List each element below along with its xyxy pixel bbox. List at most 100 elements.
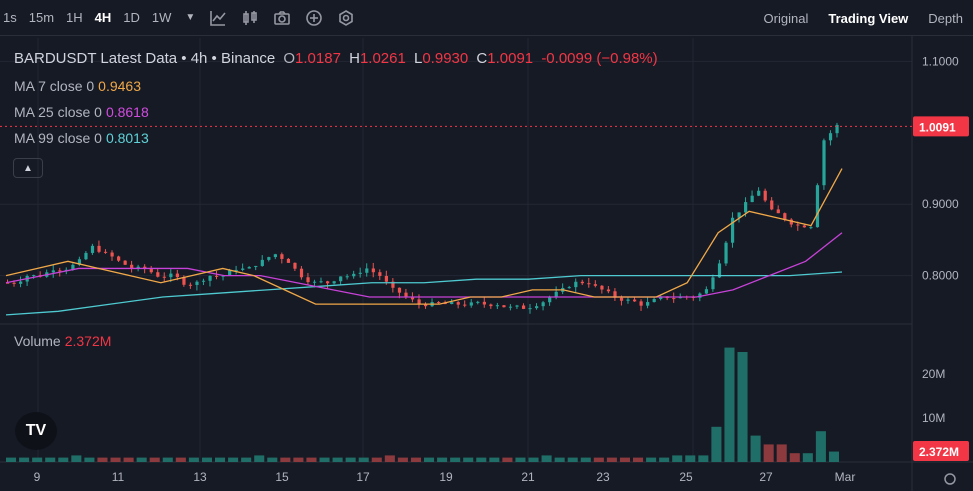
candle-body [724,242,728,264]
volume-bar [789,453,800,462]
candle-body [201,280,206,282]
timeframe-4h[interactable]: 4H [94,10,112,25]
candle-body [162,276,166,278]
candle-body [241,268,245,270]
ma7-legend: MA 7 close 0 0.9463 [14,78,145,94]
timeframe-1d[interactable]: 1D [123,10,140,25]
time-tick-label: 23 [596,470,610,484]
candle-body [332,281,336,284]
candle-body [299,268,304,278]
view-trading-view[interactable]: Trading View [828,10,909,26]
candle-body [521,305,526,309]
candle-body [234,269,238,271]
pair-title: BARDUSDT Latest Data • 4h • Binance [14,50,276,67]
time-tick-label: 17 [356,470,370,484]
timeframe-1w[interactable]: 1W [151,10,172,25]
volume-bar [541,455,552,462]
candle-body [130,264,134,269]
candle-body [221,275,225,277]
candles-icon[interactable] [237,5,263,31]
candle-body [195,281,199,285]
volume-bar [659,457,670,462]
price-tick-label: 1.1000 [922,54,959,68]
ma25-label: MA 25 close 0 [14,104,102,120]
candle-body [123,260,127,265]
candle-body [757,190,761,196]
low-value: 0.9930 [422,50,469,67]
ma25-legend: MA 25 close 0 0.8618 [14,104,153,120]
volume-bar [528,457,539,462]
ma7-line [5,168,843,305]
candle-body [567,287,571,289]
camera-icon[interactable] [269,5,295,31]
candle-body [384,275,389,282]
volume-bar [254,455,265,462]
timeframe-1s[interactable]: 1s [3,10,17,25]
volume-bar [97,457,108,462]
volume-bar [828,451,839,462]
view-original[interactable]: Original [763,10,809,26]
current-price-label: 1.0091 [919,120,956,134]
ma7-value: 0.9463 [98,78,141,94]
candle-body [626,299,630,301]
candle-body [365,268,369,273]
volume-bar [802,453,813,462]
timeframe-1h[interactable]: 1H [66,10,83,25]
candle-body [646,302,650,306]
candle-body [606,289,611,292]
volume-bar [19,457,30,462]
candle-body [352,273,356,277]
volume-bar [476,457,487,462]
volume-tick-label: 20M [922,367,945,381]
candle-body [208,275,212,281]
candle-body [515,305,519,307]
volume-bar [672,455,683,462]
volume-bar [32,457,43,462]
axis-settings-icon[interactable] [944,473,956,485]
candle-body [633,299,637,302]
indicators-icon[interactable] [205,5,231,31]
candle-body [437,302,441,304]
volume-tick-label: 10M [922,411,945,425]
candle-body [280,254,284,259]
high-value: 1.0261 [359,50,406,67]
volume-bar [293,457,304,462]
add-icon[interactable] [301,5,327,31]
candle-body [182,277,186,285]
candle-body [469,302,473,306]
collapse-legend-button[interactable]: ▲ [13,158,43,178]
volume-bar [437,457,448,462]
candle-body [744,202,748,213]
candle-body [600,285,604,290]
candle-body [391,281,395,288]
candle-body [828,133,833,141]
volume-bar [502,457,513,462]
view-depth[interactable]: Depth [928,10,963,26]
candle-body [717,263,722,278]
candle-body [32,275,36,277]
settings-icon[interactable] [333,5,359,31]
volume-bar [619,457,630,462]
candle-body [404,292,408,297]
candle-body [319,281,323,283]
tradingview-logo[interactable]: TV [15,412,57,450]
candle-body [110,252,114,257]
timeframe-15m[interactable]: 15m [28,10,55,25]
current-volume-tag [913,441,969,461]
time-tick-label: 11 [112,470,125,484]
candle-body [286,258,291,263]
volume-bar [45,457,56,462]
volume-bar [763,444,774,462]
volume-bar [698,455,709,462]
volume-bar [397,457,408,462]
change-value: -0.0099 (−0.98%) [541,50,658,67]
current-volume-label: 2.372M [919,445,959,459]
open-value: 1.0187 [295,50,341,67]
volume-bar [424,457,435,462]
candle-body [358,272,362,274]
candle-body [802,225,807,228]
timeframe-dropdown-icon[interactable]: ▼ [185,12,196,23]
volume-bar [724,347,735,462]
volume-bar [515,457,526,462]
